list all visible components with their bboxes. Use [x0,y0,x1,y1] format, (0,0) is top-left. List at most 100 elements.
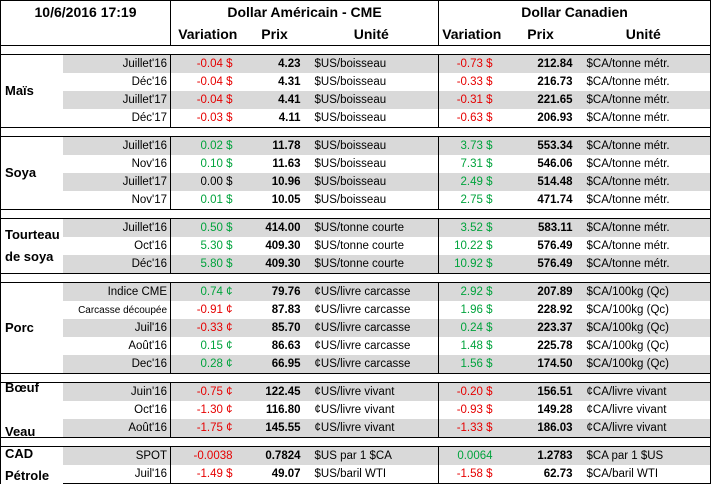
contract-label: Août'16 [62,337,171,355]
table-row: Soya Juillet'16 0.02 $11.78 $US/boisseau 3.7… [0,136,712,210]
usd-unit: ¢US/livre carcasse [304,337,439,355]
usd-variation: -1.75 ¢ [170,419,245,438]
contract-label: Oct'16 [62,237,171,255]
table-row: CAD Pétrole SPOT -0.0038 0.7824 $US par 1 $CA… [0,446,712,484]
cad-price: 583.11 [504,218,577,237]
cad-unit: $CA/tonne métr. [576,255,712,274]
usd-unit: ¢US/livre vivant [304,419,439,438]
contract-label: Juillet'16 [62,218,171,237]
cad-variation: 2.75 $ [438,191,505,210]
cad-unit: $CA/tonne métr. [576,54,712,73]
usd-prix-header: Prix [244,23,305,46]
usd-unit: $US/baril WTI [304,465,439,484]
cad-variation: -0.20 $ [438,382,505,401]
cad-price: 221.65 [504,91,577,109]
contract-label: Indice CME [62,282,171,301]
contract-label: Juil'16 [62,319,171,337]
cad-price: 216.73 [504,73,577,91]
group-label: Bœuf ​ Veau [0,382,63,438]
group-separator [0,273,712,283]
cad-unit: $CA/tonne métr. [576,173,712,191]
cad-unit: $CA/tonne métr. [576,218,712,237]
cad-price: 576.49 [504,255,577,274]
usd-variation-header: Variation [170,23,245,46]
datetime: 10/6/2016 17:19 [0,0,171,23]
cad-unit: $CA/100kg (Qc) [576,355,712,374]
usd-unit: $US/boisseau [304,54,439,73]
contract-label: Juillet'17 [62,173,171,191]
usd-variation: -1.30 ¢ [170,401,245,419]
cad-section-title: Dollar Canadien [438,0,712,23]
cad-variation: 2.49 $ [438,173,505,191]
cad-unit: $CA/tonne métr. [576,109,712,128]
group-separator [0,373,712,383]
cad-unit: $CA/100kg (Qc) [576,337,712,355]
group-label-line: de soya [5,249,54,264]
group-label: Maïs [0,54,63,128]
usd-unite-header: Unité [304,23,439,46]
cad-variation: -0.33 $ [438,73,505,91]
cad-variation: -0.93 $ [438,401,505,419]
usd-variation: 0.74 ¢ [170,282,245,301]
cad-unit: ¢CA/livre vivant [576,382,712,401]
table-row: Juillet'17 -0.04 $4.41 $US/boisseau -0.31 $… [1,91,712,109]
usd-unit: $US/boisseau [304,155,439,173]
table-row: Déc'17 -0.03 $4.11 $US/boisseau -0.63 $206.… [1,109,712,128]
group-label-line: Porc [5,320,34,335]
table-row: Oct'16 -1.30 ¢ 116.80 ¢US/livre vivant -0.93… [1,401,712,419]
usd-price: 10.05 [244,191,305,210]
usd-variation: 0.00 $ [170,173,245,191]
cad-variation: -0.73 $ [438,54,505,73]
usd-variation: -0.04 $ [170,54,245,73]
usd-price: 10.96 [244,173,305,191]
cad-variation: 0.24 $ [438,319,505,337]
cad-variation: 3.73 $ [438,136,505,155]
usd-variation: 0.02 $ [170,136,245,155]
usd-price: 66.95 [244,355,305,374]
table-row: Juil'16 -0.33 ¢ 85.70 ¢US/livre carcasse 0.2… [1,319,712,337]
contract-label: Oct'16 [62,401,171,419]
table-row: Dec'16 0.28 ¢ 66.95 ¢US/livre carcasse 1.56 … [1,355,712,374]
usd-unit: $US/boisseau [304,191,439,210]
cad-price: 1.2783 [504,446,577,465]
cad-price: 553.34 [504,136,577,155]
contract-label: Juillet'17 [62,91,171,109]
usd-price: 4.31 [244,73,305,91]
table-row: Nov'17 0.01 $10.05 $US/boisseau 2.75 $471.7… [1,191,712,210]
group-label-line: Tourteau [5,227,60,242]
contract-label: Août'16 [62,419,171,438]
cad-variation: -1.33 $ [438,419,505,438]
group-label-line: Veau [5,424,36,438]
cad-unite-header: Unité [576,23,712,46]
usd-variation: 5.80 $ [170,255,245,274]
cad-variation: 0.0064 [438,446,505,465]
cad-variation-header: Variation [438,23,505,46]
usd-price: 49.07 [244,465,305,484]
table-row: Nov'16 0.10 $11.63 $US/boisseau 7.31 $546.0… [1,155,712,173]
cad-price: 223.37 [504,319,577,337]
usd-unit: $US/boisseau [304,136,439,155]
usd-variation: 0.15 ¢ [170,337,245,355]
usd-price: 409.30 [244,255,305,274]
usd-unit: $US/tonne courte [304,218,439,237]
contract-label: Déc'16 [62,255,171,274]
cad-variation: 7.31 $ [438,155,505,173]
cad-unit: $CA/tonne métr. [576,136,712,155]
group-label: Tourteau de soya [0,218,63,274]
cad-price: 62.73 [504,465,577,484]
group-separator [0,45,712,55]
cad-unit: $CA/100kg (Qc) [576,282,712,301]
cad-price: 471.74 [504,191,577,210]
table-row: Oct'16 5.30 $409.30 $US/tonne courte 10.22 … [1,237,712,255]
usd-variation: 0.01 $ [170,191,245,210]
usd-price: 11.78 [244,136,305,155]
usd-unit: $US/boisseau [304,73,439,91]
table-row: Porc Indice CME 0.74 ¢ 79.76 ¢US/livre carca… [0,282,712,374]
group-label: Soya [0,136,63,210]
table-row: Août'16 -1.75 ¢ 145.55 ¢US/livre vivant -1.3… [1,419,712,438]
cad-price: 228.92 [504,301,577,319]
cad-unit: $CA/baril WTI [576,465,712,484]
table-row: Déc'16 5.80 $409.30 $US/tonne courte 10.92 … [1,255,712,274]
usd-price: 116.80 [244,401,305,419]
usd-price: 4.23 [244,54,305,73]
